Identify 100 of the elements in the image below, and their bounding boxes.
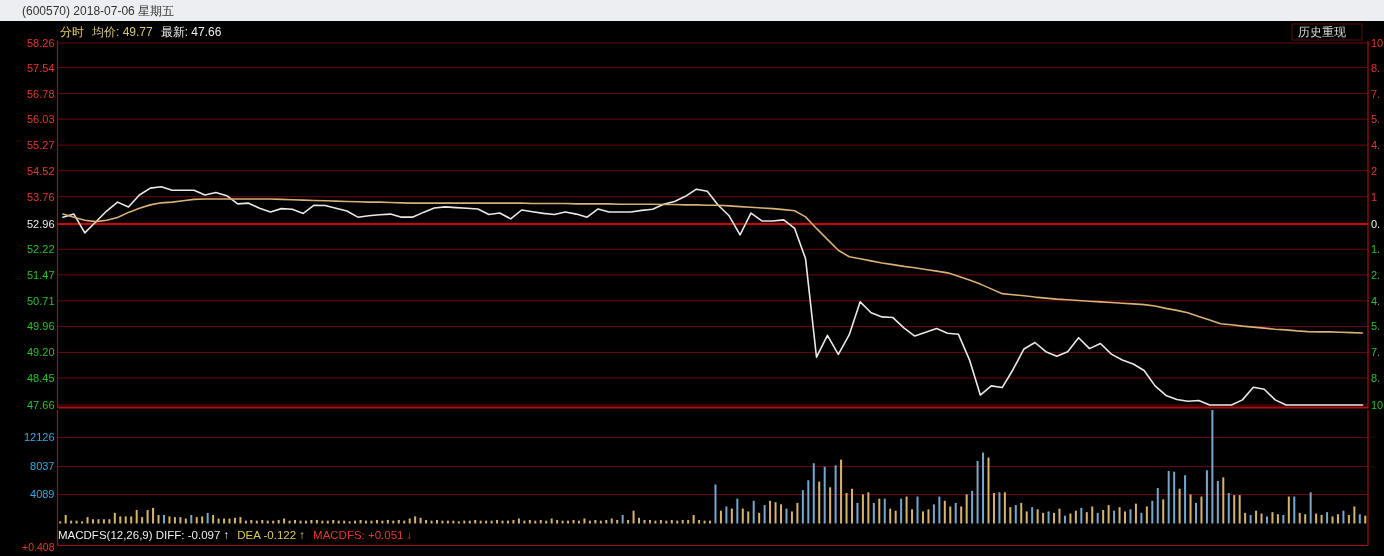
- bar: [921, 511, 924, 524]
- bar: [97, 519, 100, 524]
- bar: [834, 465, 837, 524]
- bar: [605, 519, 608, 524]
- bar: [1173, 471, 1176, 524]
- bar: [1222, 477, 1225, 524]
- bar: [856, 502, 859, 524]
- bar: [1184, 475, 1187, 524]
- bar: [807, 480, 810, 524]
- bar: [861, 494, 864, 524]
- bar: [375, 519, 378, 524]
- bar: [512, 519, 515, 524]
- bar: [370, 520, 373, 524]
- bar: [938, 496, 941, 524]
- bar: [971, 490, 974, 524]
- bar: [780, 504, 783, 524]
- bar: [1189, 494, 1192, 524]
- bar: [283, 518, 286, 524]
- bar: [1058, 508, 1061, 524]
- bar: [932, 504, 935, 524]
- y-tick-label: 12126: [23, 431, 55, 444]
- bar: [785, 508, 788, 524]
- bar: [1216, 480, 1219, 524]
- bar: [1320, 514, 1323, 524]
- bar: [414, 516, 417, 524]
- bar: [501, 520, 504, 524]
- y-tick-label: 56.03: [26, 113, 55, 126]
- bar: [190, 514, 193, 524]
- bar: [1336, 514, 1339, 524]
- bar: [976, 461, 979, 524]
- bar: [714, 484, 717, 524]
- y-tick-label: 57.54: [26, 61, 55, 74]
- bar: [348, 521, 351, 524]
- bar: [829, 487, 832, 524]
- bar: [801, 490, 804, 524]
- bar: [905, 496, 908, 524]
- bar: [1134, 503, 1137, 524]
- bar: [1353, 506, 1356, 524]
- bar: [916, 496, 919, 524]
- bar: [850, 488, 853, 524]
- y-tick-label: 49.20: [26, 346, 55, 359]
- bar: [425, 519, 428, 524]
- text: 2: [1371, 164, 1378, 177]
- bar: [1151, 500, 1154, 524]
- text: 4.: [1371, 294, 1381, 307]
- bar: [1069, 513, 1072, 524]
- bar: [725, 506, 728, 524]
- bar: [1009, 507, 1012, 524]
- bar: [146, 510, 149, 524]
- bar: [315, 519, 318, 524]
- y-tick-label: 50.71: [26, 294, 55, 307]
- bar: [1331, 516, 1334, 524]
- bar: [255, 520, 258, 524]
- bar: [1063, 515, 1066, 524]
- bar: [927, 509, 930, 524]
- bar: [1276, 514, 1279, 524]
- bar: [1091, 506, 1094, 524]
- bar: [539, 519, 542, 524]
- bar: [627, 519, 630, 524]
- bar: [752, 500, 755, 524]
- bar: [517, 518, 520, 524]
- bar: [195, 517, 198, 524]
- bar: [59, 521, 62, 524]
- bar: [1156, 488, 1159, 524]
- bar: [665, 520, 668, 524]
- bar: [277, 519, 280, 524]
- bar: [157, 514, 160, 524]
- bar: [1211, 410, 1214, 524]
- bar: [1364, 515, 1367, 524]
- text: +0.408: [22, 541, 55, 553]
- bar: [86, 517, 89, 524]
- bar: [894, 510, 897, 524]
- bar: [911, 509, 914, 524]
- bar: [141, 517, 144, 524]
- bar: [698, 519, 701, 524]
- bar: [304, 520, 307, 524]
- bar: [299, 520, 302, 524]
- bar: [1309, 492, 1312, 524]
- bar: [763, 505, 766, 524]
- bar: [408, 518, 411, 524]
- bar: [867, 492, 870, 524]
- bar: [1162, 499, 1165, 524]
- bar: [883, 498, 886, 524]
- bar: [135, 510, 138, 524]
- bar: [561, 520, 564, 524]
- bar: [654, 520, 657, 524]
- line-series: [62, 198, 1364, 334]
- bar: [223, 518, 226, 524]
- bar: [943, 500, 946, 524]
- bar: [1096, 512, 1099, 524]
- bar: [1014, 505, 1017, 524]
- bar: [1293, 496, 1296, 524]
- text: 1.: [1371, 243, 1381, 256]
- bar: [321, 520, 324, 524]
- y-tick-label: 47.66: [26, 399, 55, 411]
- bar: [681, 519, 684, 524]
- bar: [840, 459, 843, 524]
- bar: [812, 463, 815, 524]
- bar: [577, 520, 580, 524]
- bar: [490, 520, 493, 524]
